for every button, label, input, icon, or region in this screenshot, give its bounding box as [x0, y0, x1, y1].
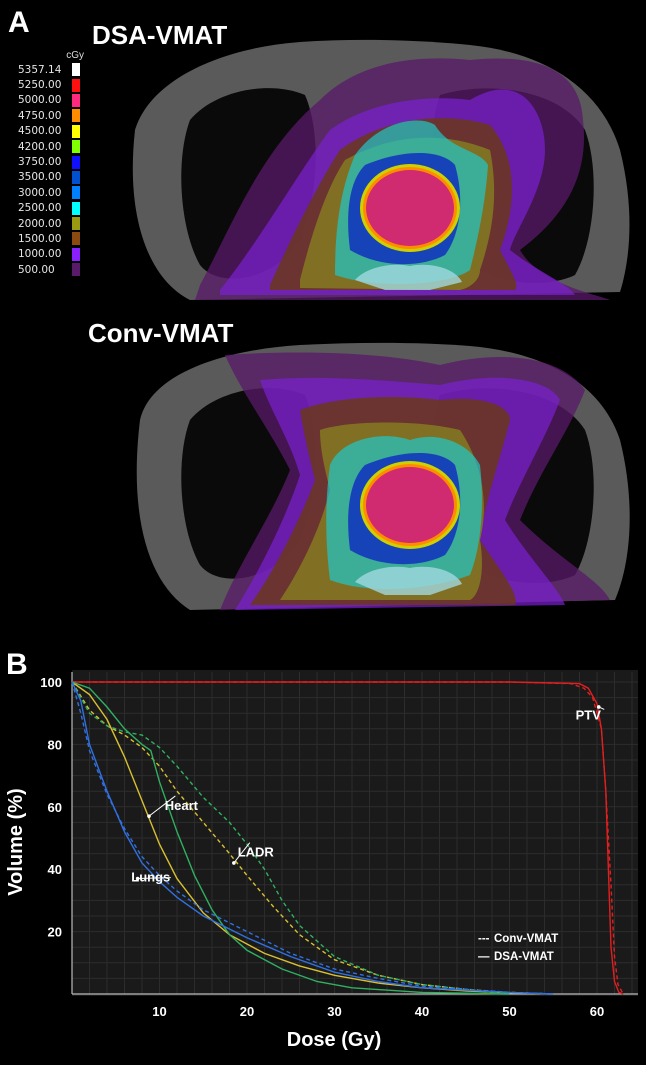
panel-b-letter: B [6, 648, 28, 681]
ptv-region [366, 467, 454, 543]
legend-swatch [72, 124, 80, 138]
legend-swatch [72, 170, 80, 184]
annotation-arrow [233, 842, 251, 864]
legend-label: Conv-VMAT [494, 933, 558, 945]
x-tick-label: 10 [152, 1004, 166, 1019]
annotation-arrowhead [147, 814, 151, 818]
legend-label: 5000.00 [18, 94, 62, 107]
x-tick-label: 50 [502, 1004, 516, 1019]
annotation-arrow [148, 795, 176, 817]
dvh-curve-heart-conv [71, 681, 554, 995]
legend-label: 500.00 [18, 263, 55, 276]
legend-row: 1000.00 [18, 247, 88, 262]
legend-row: 4200.00 [18, 139, 88, 154]
legend-label: 3750.00 [18, 156, 62, 169]
legend-swatch [72, 247, 80, 261]
legend-label: 5250.00 [18, 79, 62, 92]
y-tick-label: 60 [48, 800, 62, 815]
dvh-curve-ladr-conv [71, 681, 510, 995]
legend-swatch [72, 78, 80, 92]
y-tick-label: 100 [40, 675, 62, 690]
legend-swatch [72, 93, 80, 107]
y-tick-label: 80 [48, 737, 62, 752]
legend-label: 4750.00 [18, 109, 62, 122]
dose-color-legend: cGy 5357.14 5250.00 5000.00 4750.00 4500.00 4… [18, 50, 88, 277]
annotation-heart: Heart [165, 798, 199, 813]
panel-a-letter: A [8, 6, 30, 39]
vertebra [355, 264, 462, 290]
legend-swatch [72, 232, 80, 246]
legend-row: 5250.00 [18, 77, 88, 92]
legend-label: 4200.00 [18, 140, 62, 153]
grid [71, 672, 638, 995]
legend-swatch [72, 109, 80, 123]
annotation-arrowhead [232, 861, 236, 865]
annotation-ptv: PTV [576, 707, 602, 722]
legend-row: 2000.00 [18, 216, 88, 231]
legend-row: 3750.00 [18, 154, 88, 169]
legend-label: 2500.00 [18, 202, 62, 215]
chart-legend: --- Conv-VMAT — DSA-VMAT [478, 933, 558, 963]
legend-swatch [72, 155, 80, 169]
vertebra [355, 566, 462, 595]
legend-label: 1500.00 [18, 232, 62, 245]
annotation-arrow [137, 877, 171, 880]
legend-row: 3000.00 [18, 185, 88, 200]
dvh-curve-ptv-conv [72, 681, 624, 995]
ct-dose-images [132, 39, 630, 610]
legend-label: 5357.14 [18, 63, 62, 76]
x-axis-label: Dose (Gy) [287, 1029, 381, 1051]
ct-slice-dsa-vmat [132, 39, 630, 301]
dsa-vmat-title: DSA-VMAT [92, 20, 228, 50]
dvh-curves [71, 681, 624, 995]
legend-item: --- [478, 933, 490, 945]
annotation-arrowhead [596, 705, 601, 709]
y-axis-label: Volume (%) [5, 788, 27, 895]
legend-label: 3500.00 [18, 171, 62, 184]
annotation-arrowhead [135, 876, 140, 881]
legend-swatch [72, 217, 80, 231]
legend-label: 4500.00 [18, 125, 62, 138]
axis-ticks: 10 20 30 40 50 60 20 40 60 80 100 [40, 675, 604, 1019]
legend-row: 500.00 [18, 262, 88, 277]
legend-row: 1500.00 [18, 231, 88, 246]
legend-unit: cGy [66, 50, 84, 61]
x-tick-label: 40 [415, 1004, 429, 1019]
legend-swatch [72, 63, 80, 77]
legend-label: 2000.00 [18, 217, 62, 230]
conv-vmat-title: Conv-VMAT [88, 318, 234, 348]
dvh-curve-lungs-conv [71, 681, 554, 995]
plot-area [72, 670, 638, 996]
legend-label: 3000.00 [18, 186, 62, 199]
legend-row: 5357.14 [18, 62, 88, 77]
legend-row: 3500.00 [18, 170, 88, 185]
dvh-chart: 10 20 30 40 50 60 20 40 60 80 100 PTV Heart LADR Lung… [5, 670, 638, 1051]
legend-swatch [72, 186, 80, 200]
x-tick-label: 60 [590, 1004, 604, 1019]
x-tick-label: 20 [240, 1004, 254, 1019]
ct-slice-conv-vmat [136, 342, 630, 610]
ptv-region [366, 170, 454, 246]
annotations: PTV Heart LADR Lungs [131, 705, 605, 885]
legend-row: 4500.00 [18, 124, 88, 139]
annotation-lungs: Lungs [131, 870, 170, 885]
legend-swatch [72, 263, 80, 277]
legend-row: 2500.00 [18, 201, 88, 216]
legend-swatch [72, 201, 80, 215]
legend-row: 4750.00 [18, 108, 88, 123]
y-tick-label: 40 [48, 862, 62, 877]
legend-item: — [478, 951, 490, 963]
annotation-ladr: LADR [238, 845, 275, 860]
legend-label: DSA-VMAT [494, 951, 554, 963]
legend-row: 5000.00 [18, 93, 88, 108]
y-tick-label: 20 [48, 925, 62, 940]
legend-swatch [72, 140, 80, 154]
dvh-curve-lungs-dsa [71, 681, 554, 995]
x-tick-label: 30 [327, 1004, 341, 1019]
legend-label: 1000.00 [18, 248, 62, 261]
dvh-curve-ladr-dsa [71, 681, 510, 995]
